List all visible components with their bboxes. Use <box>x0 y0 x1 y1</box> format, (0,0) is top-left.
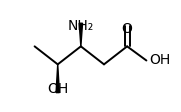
Text: O: O <box>122 22 132 36</box>
Text: OH: OH <box>149 54 170 68</box>
Polygon shape <box>56 64 59 93</box>
Text: NH₂: NH₂ <box>68 19 94 33</box>
Text: OH: OH <box>47 82 68 96</box>
Polygon shape <box>79 23 83 46</box>
